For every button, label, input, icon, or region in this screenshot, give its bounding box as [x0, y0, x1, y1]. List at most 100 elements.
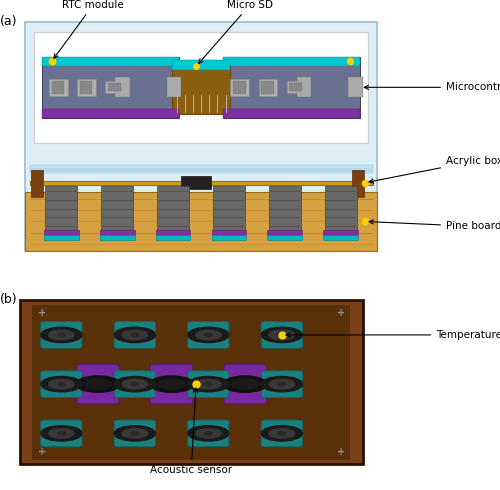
- Bar: [324, 186, 356, 231]
- Circle shape: [262, 327, 302, 343]
- Bar: [44, 235, 78, 240]
- Circle shape: [41, 426, 82, 441]
- Bar: [106, 81, 124, 94]
- Text: (a): (a): [0, 15, 18, 28]
- Bar: [223, 109, 360, 118]
- Text: Temperature sensor: Temperature sensor: [286, 330, 500, 340]
- Circle shape: [188, 327, 229, 343]
- Bar: [230, 79, 249, 96]
- Circle shape: [114, 327, 156, 343]
- Bar: [115, 77, 130, 97]
- Circle shape: [278, 334, 286, 336]
- FancyBboxPatch shape: [188, 420, 229, 447]
- Circle shape: [122, 330, 148, 340]
- Bar: [324, 230, 358, 235]
- Circle shape: [48, 429, 74, 438]
- Bar: [166, 77, 182, 97]
- Bar: [42, 56, 179, 66]
- Bar: [42, 109, 179, 118]
- FancyBboxPatch shape: [41, 371, 82, 397]
- Bar: [102, 186, 133, 231]
- Circle shape: [150, 376, 194, 392]
- Circle shape: [114, 426, 156, 441]
- Circle shape: [278, 432, 286, 435]
- Circle shape: [204, 383, 212, 386]
- Bar: [52, 81, 64, 94]
- FancyBboxPatch shape: [150, 365, 192, 404]
- Bar: [287, 81, 306, 94]
- Circle shape: [196, 379, 221, 389]
- Text: Microcontroller: Microcontroller: [364, 82, 500, 92]
- Circle shape: [269, 429, 294, 438]
- FancyBboxPatch shape: [114, 420, 156, 447]
- FancyBboxPatch shape: [262, 321, 302, 348]
- FancyBboxPatch shape: [262, 420, 302, 447]
- Bar: [49, 79, 68, 96]
- Bar: [324, 235, 358, 240]
- Circle shape: [131, 383, 139, 386]
- Bar: [80, 81, 92, 94]
- Circle shape: [41, 376, 82, 392]
- Bar: [223, 56, 360, 118]
- Bar: [42, 56, 179, 118]
- Circle shape: [122, 429, 148, 438]
- Bar: [78, 79, 96, 96]
- Text: +: +: [336, 308, 344, 318]
- FancyBboxPatch shape: [114, 321, 156, 348]
- Bar: [223, 56, 360, 66]
- Circle shape: [188, 376, 229, 392]
- Circle shape: [58, 383, 66, 386]
- Bar: [46, 186, 78, 231]
- Bar: [352, 170, 364, 197]
- FancyBboxPatch shape: [114, 371, 156, 397]
- Bar: [172, 60, 230, 70]
- Bar: [296, 77, 311, 97]
- Circle shape: [188, 426, 229, 441]
- Text: Pine board: Pine board: [369, 220, 500, 231]
- Bar: [30, 181, 372, 185]
- Circle shape: [204, 432, 212, 435]
- Bar: [233, 81, 245, 94]
- Circle shape: [278, 383, 286, 386]
- FancyBboxPatch shape: [41, 321, 82, 348]
- Bar: [30, 165, 372, 169]
- Circle shape: [114, 376, 156, 392]
- Circle shape: [41, 327, 82, 343]
- Bar: [258, 79, 277, 96]
- Bar: [24, 22, 378, 251]
- Bar: [100, 230, 134, 235]
- Circle shape: [262, 376, 302, 392]
- Text: Micro SD: Micro SD: [198, 0, 273, 63]
- Bar: [268, 230, 302, 235]
- Bar: [289, 83, 302, 92]
- Circle shape: [158, 379, 186, 389]
- Circle shape: [122, 379, 148, 389]
- Circle shape: [48, 379, 74, 389]
- Text: (b): (b): [0, 293, 18, 306]
- Bar: [30, 170, 372, 173]
- Bar: [212, 230, 246, 235]
- FancyBboxPatch shape: [77, 365, 119, 404]
- Circle shape: [232, 379, 259, 389]
- Text: Acoustic sensor: Acoustic sensor: [150, 388, 232, 475]
- FancyBboxPatch shape: [41, 420, 82, 447]
- Circle shape: [223, 376, 267, 392]
- Bar: [20, 300, 362, 465]
- Circle shape: [84, 379, 112, 389]
- Bar: [44, 230, 78, 235]
- Bar: [261, 81, 274, 94]
- Text: +: +: [38, 446, 46, 457]
- Bar: [213, 186, 245, 231]
- Bar: [108, 83, 120, 92]
- Text: +: +: [336, 446, 344, 457]
- Bar: [348, 77, 362, 97]
- FancyBboxPatch shape: [188, 371, 229, 397]
- Circle shape: [58, 432, 66, 435]
- Circle shape: [131, 432, 139, 435]
- Text: +: +: [38, 308, 46, 318]
- Circle shape: [58, 334, 66, 336]
- Bar: [172, 60, 230, 114]
- Circle shape: [196, 330, 221, 340]
- Text: Acrylic box: Acrylic box: [369, 156, 500, 183]
- Circle shape: [269, 379, 294, 389]
